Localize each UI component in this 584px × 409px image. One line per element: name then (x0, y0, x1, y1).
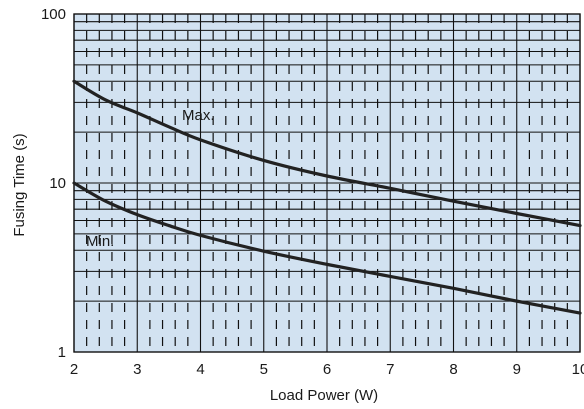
x-tick-label: 8 (449, 361, 457, 378)
series-line-min (72, 181, 582, 315)
x-tick-label: 5 (260, 361, 268, 378)
x-tick-label: 9 (513, 361, 521, 378)
series-label-max: Max. (182, 107, 215, 124)
x-tick-label: 6 (323, 361, 331, 378)
y-tick-label: 1 (58, 344, 66, 361)
x-axis-title: Load Power (W) (270, 387, 378, 404)
x-tick-label: 7 (386, 361, 394, 378)
x-tick-label: 3 (133, 361, 141, 378)
x-tick-label: 2 (70, 361, 78, 378)
series-label-min: Min. (86, 233, 114, 250)
x-tick-label: 10 (572, 361, 584, 378)
y-tick-label: 100 (41, 6, 66, 23)
series-line-max (72, 79, 582, 228)
y-axis-title: Fusing Time (s) (11, 133, 28, 236)
y-tick-label: 10 (49, 175, 66, 192)
x-tick-label: 4 (196, 361, 204, 378)
